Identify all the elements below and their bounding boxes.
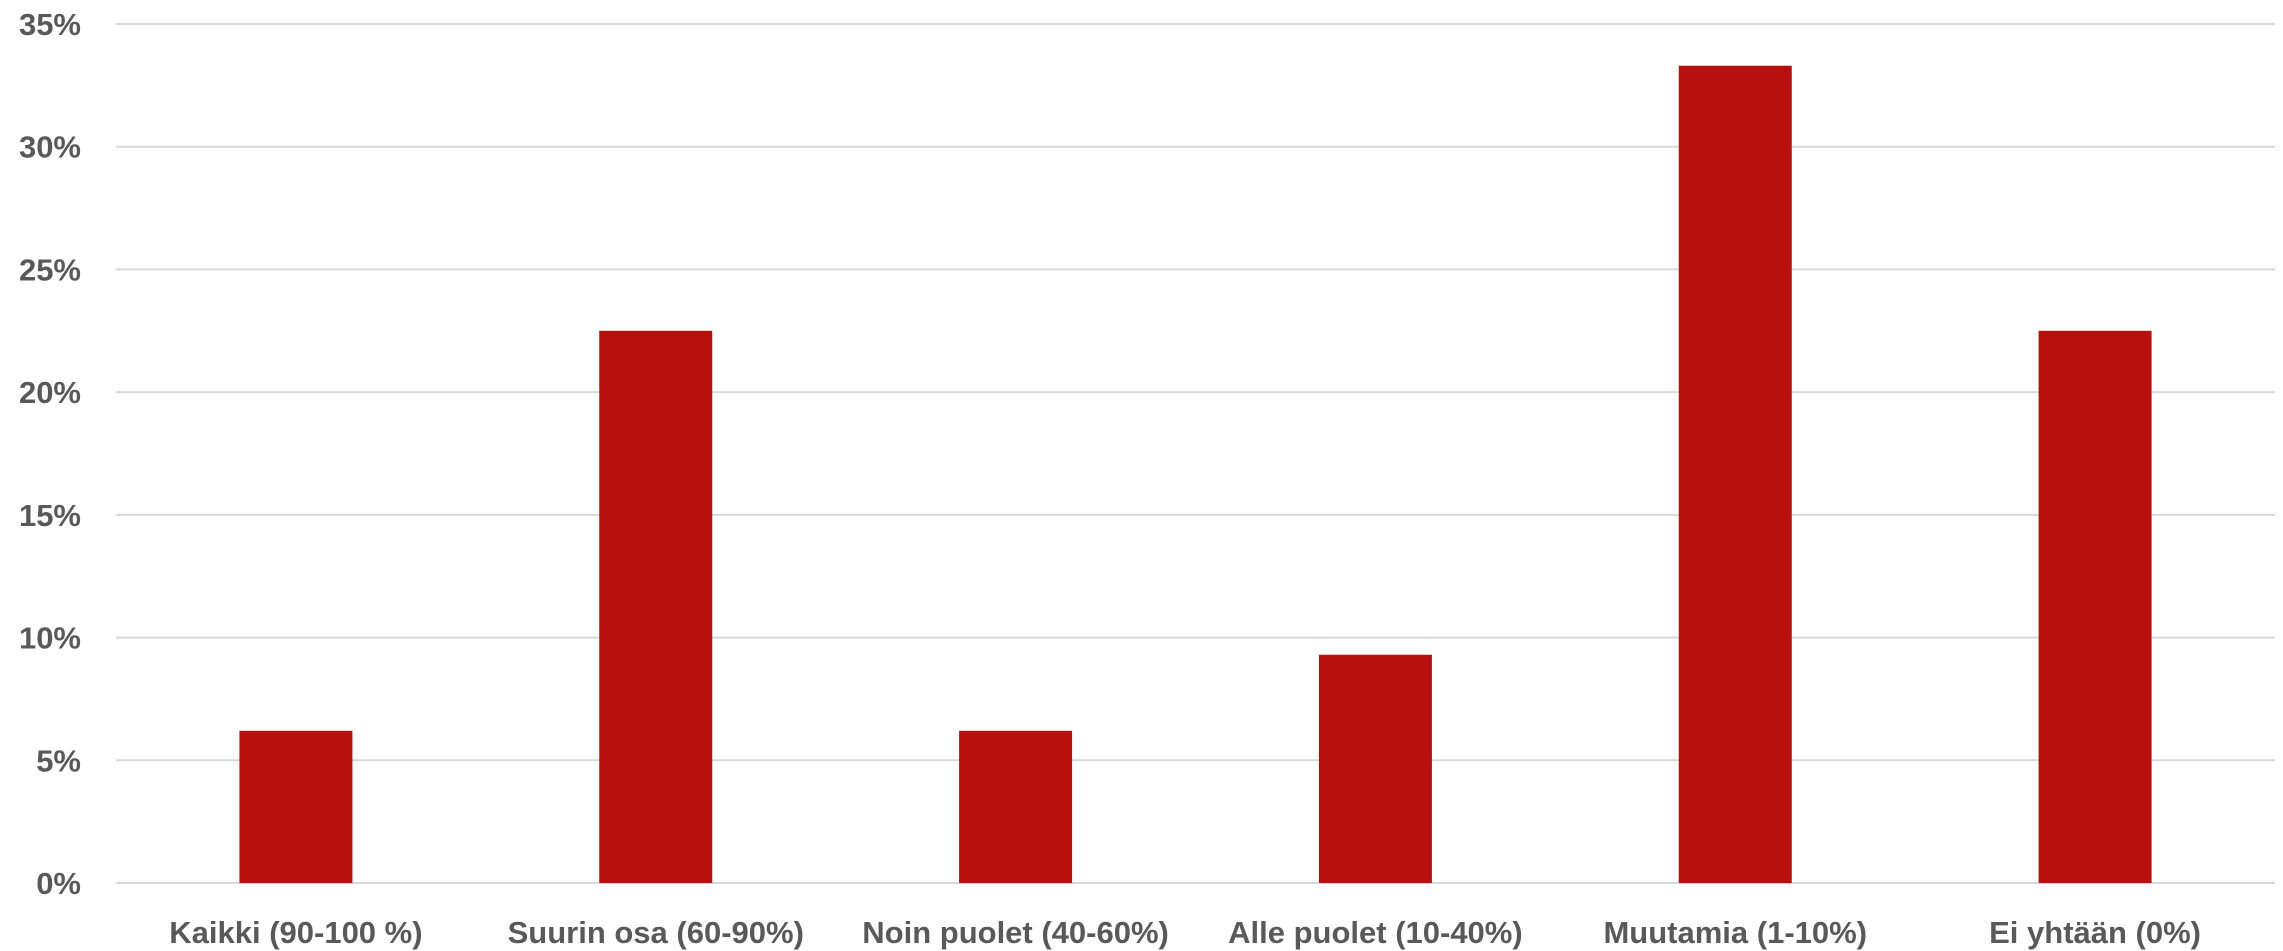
- x-tick-label: Suurin osa (60-90%): [508, 915, 804, 950]
- bar: [1678, 65, 1792, 884]
- y-tick-label: 15%: [19, 498, 81, 533]
- y-tick-label: 5%: [36, 743, 81, 778]
- bar: [599, 330, 713, 883]
- y-tick-label: 30%: [19, 130, 81, 165]
- y-tick-label: 10%: [19, 621, 81, 656]
- x-axis-tick-labels: Kaikki (90-100 %) Suurin osa (60-90%) Noin…: [169, 915, 2201, 950]
- x-tick-label: Noin puolet (40-60%): [862, 915, 1169, 950]
- y-tick-label: 0%: [36, 866, 81, 901]
- y-tick-label: 25%: [19, 252, 81, 287]
- x-tick-label: Ei yhtään (0%): [1989, 915, 2201, 950]
- y-axis-tick-labels: 0% 5% 10% 15% 20% 25% 30% 35%: [19, 7, 81, 901]
- y-tick-label: 20%: [19, 375, 81, 410]
- bar: [959, 730, 1073, 883]
- x-tick-label: Kaikki (90-100 %): [169, 915, 422, 950]
- y-tick-label: 35%: [19, 7, 81, 42]
- x-tick-label: Muutamia (1-10%): [1603, 915, 1867, 950]
- bar: [239, 730, 353, 883]
- bar: [1318, 654, 1432, 883]
- x-tick-label: Alle puolet (10-40%): [1228, 915, 1523, 950]
- bar: [2038, 330, 2152, 883]
- bars: [239, 65, 2152, 884]
- gridlines: [116, 23, 2275, 884]
